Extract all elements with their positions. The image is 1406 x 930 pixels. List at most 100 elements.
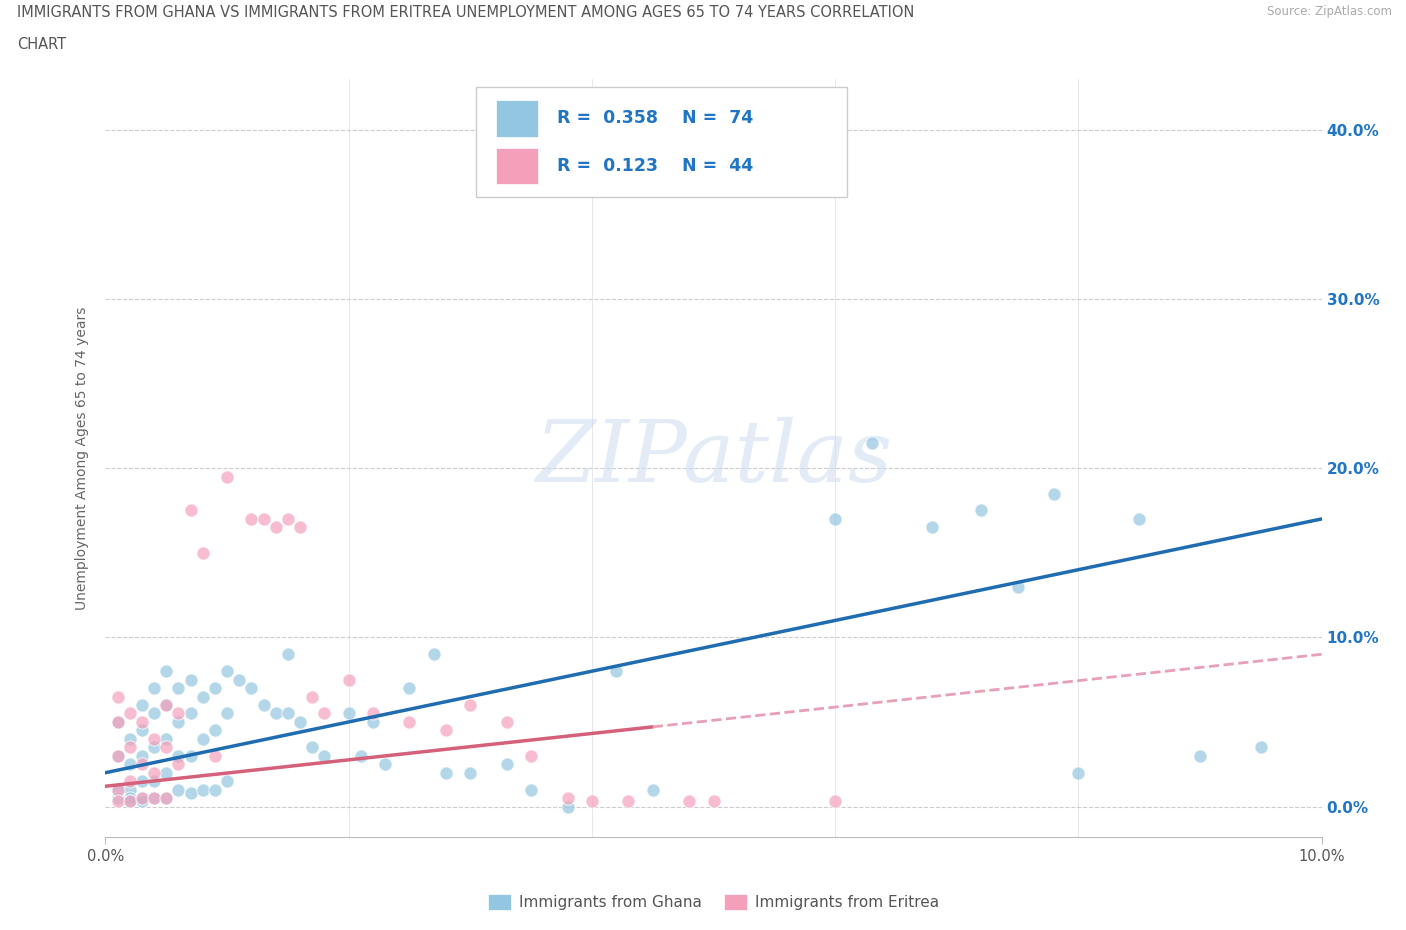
Point bbox=[921, 520, 943, 535]
Text: IMMIGRANTS FROM GHANA VS IMMIGRANTS FROM ERITREA UNEMPLOYMENT AMONG AGES 65 TO 7: IMMIGRANTS FROM GHANA VS IMMIGRANTS FROM… bbox=[17, 5, 914, 20]
Point bbox=[155, 740, 177, 755]
Point bbox=[458, 698, 481, 712]
Point bbox=[277, 647, 299, 662]
Point bbox=[155, 698, 177, 712]
Point bbox=[217, 664, 239, 679]
Point bbox=[107, 689, 129, 704]
Point bbox=[678, 794, 700, 809]
Point bbox=[434, 723, 457, 737]
Point bbox=[617, 794, 640, 809]
Point bbox=[167, 782, 190, 797]
Point bbox=[337, 672, 360, 687]
Point bbox=[167, 757, 190, 772]
Point bbox=[495, 757, 517, 772]
Text: R =  0.358    N =  74: R = 0.358 N = 74 bbox=[557, 110, 752, 127]
Point bbox=[288, 714, 311, 729]
Point bbox=[1043, 486, 1066, 501]
Point bbox=[605, 664, 627, 679]
Point bbox=[423, 647, 446, 662]
Point bbox=[350, 749, 373, 764]
Point bbox=[180, 503, 202, 518]
Point bbox=[131, 714, 153, 729]
Point bbox=[180, 706, 202, 721]
Point bbox=[252, 698, 274, 712]
Point bbox=[240, 681, 263, 696]
Point bbox=[264, 706, 287, 721]
Point bbox=[191, 545, 214, 560]
Point bbox=[118, 790, 141, 805]
Point bbox=[434, 765, 457, 780]
Point bbox=[143, 774, 166, 789]
Point bbox=[1250, 740, 1272, 755]
Point bbox=[131, 790, 153, 805]
Point bbox=[398, 681, 420, 696]
Point bbox=[240, 512, 263, 526]
Point bbox=[118, 782, 141, 797]
Point bbox=[860, 435, 883, 450]
Point bbox=[107, 782, 129, 797]
Point bbox=[557, 799, 579, 814]
Point bbox=[180, 749, 202, 764]
Point bbox=[118, 774, 141, 789]
Text: CHART: CHART bbox=[17, 37, 66, 52]
Point bbox=[1128, 512, 1150, 526]
Point bbox=[118, 757, 141, 772]
Text: ZIPatlas: ZIPatlas bbox=[534, 417, 893, 499]
Point bbox=[143, 681, 166, 696]
Point bbox=[155, 790, 177, 805]
Point bbox=[143, 790, 166, 805]
Point bbox=[131, 698, 153, 712]
Point bbox=[288, 520, 311, 535]
Point bbox=[314, 706, 336, 721]
Point bbox=[167, 749, 190, 764]
Point bbox=[204, 681, 226, 696]
Point bbox=[118, 794, 141, 809]
Point bbox=[143, 706, 166, 721]
Point bbox=[143, 740, 166, 755]
Point bbox=[143, 731, 166, 746]
Point bbox=[337, 706, 360, 721]
Point bbox=[180, 786, 202, 801]
Point bbox=[107, 714, 129, 729]
Legend: Immigrants from Ghana, Immigrants from Eritrea: Immigrants from Ghana, Immigrants from E… bbox=[482, 888, 945, 917]
Point bbox=[361, 714, 384, 729]
Point bbox=[458, 765, 481, 780]
Point bbox=[1007, 579, 1029, 594]
Point bbox=[217, 706, 239, 721]
Point bbox=[131, 757, 153, 772]
Point bbox=[217, 470, 239, 485]
Point bbox=[155, 664, 177, 679]
Point bbox=[131, 790, 153, 805]
Point bbox=[1188, 749, 1211, 764]
Point bbox=[301, 689, 323, 704]
Point bbox=[167, 706, 190, 721]
Point bbox=[520, 749, 543, 764]
Point bbox=[131, 774, 153, 789]
Point bbox=[131, 749, 153, 764]
Point bbox=[824, 794, 846, 809]
Point bbox=[118, 731, 141, 746]
Point bbox=[520, 782, 543, 797]
Point bbox=[277, 706, 299, 721]
Point bbox=[191, 782, 214, 797]
Point bbox=[167, 714, 190, 729]
Point bbox=[107, 782, 129, 797]
Point bbox=[155, 698, 177, 712]
Point bbox=[581, 794, 603, 809]
Point bbox=[970, 503, 993, 518]
Point bbox=[191, 731, 214, 746]
Point bbox=[118, 794, 141, 809]
Point bbox=[143, 765, 166, 780]
Point bbox=[204, 723, 226, 737]
Point bbox=[702, 794, 725, 809]
Point bbox=[118, 706, 141, 721]
Point bbox=[143, 790, 166, 805]
Point bbox=[204, 749, 226, 764]
Point bbox=[131, 723, 153, 737]
Point bbox=[361, 706, 384, 721]
Point bbox=[495, 714, 517, 729]
Bar bbox=[477, 86, 848, 196]
Point bbox=[217, 774, 239, 789]
Point bbox=[107, 794, 129, 809]
Bar bbox=[496, 148, 538, 184]
